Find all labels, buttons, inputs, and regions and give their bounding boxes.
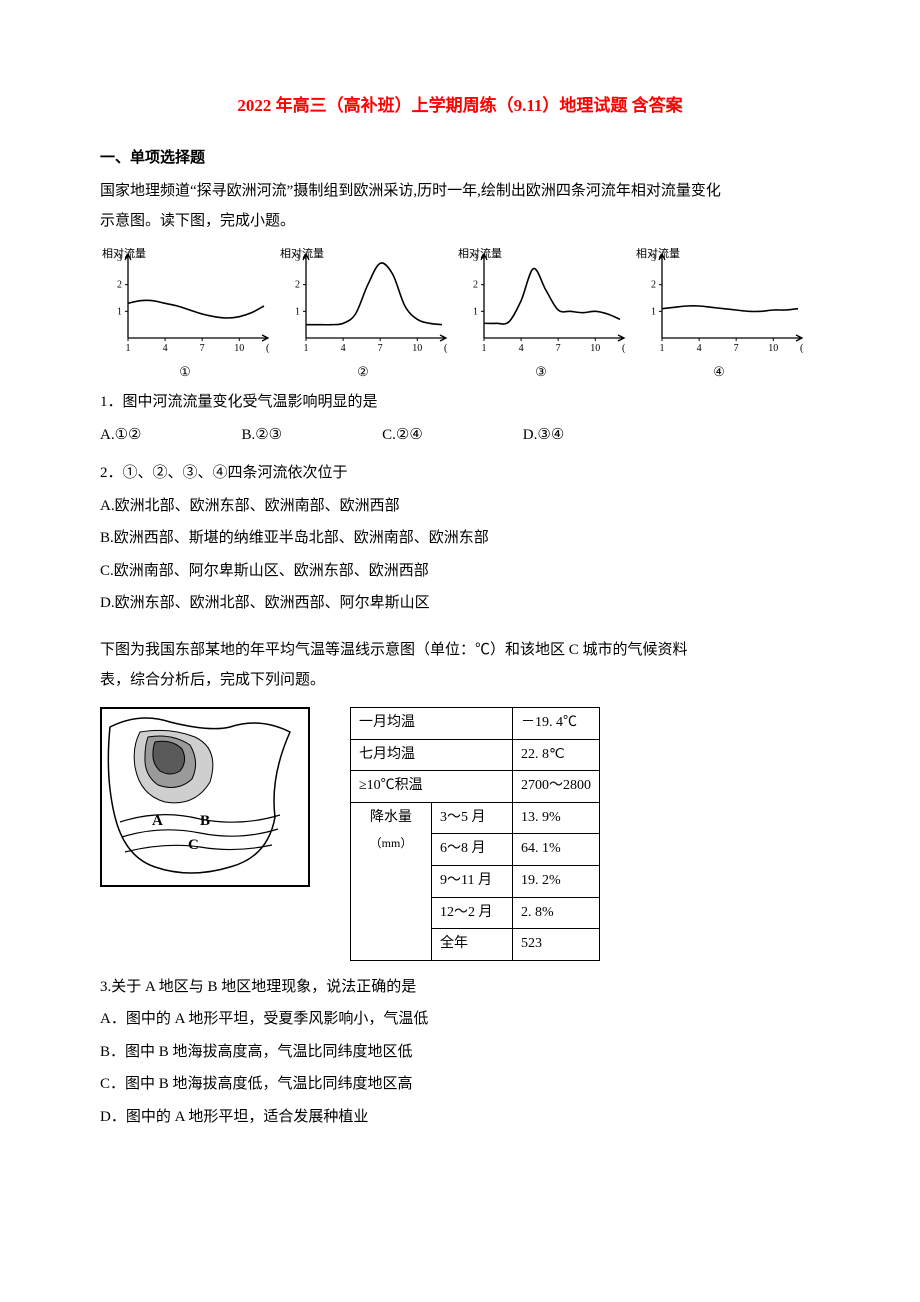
q2-opt-a: A.欧洲北部、欧洲东部、欧洲南部、欧洲西部 [100, 492, 820, 521]
chart-cell: 相对流量 1 2 3 1 4 7 10 (月) ③ [456, 248, 626, 385]
svg-text:3: 3 [651, 253, 656, 264]
q3-opt-a: A．图中的 A 地形平坦，受夏季风影响小，气温低 [100, 1005, 820, 1034]
svg-text:1: 1 [660, 343, 665, 354]
chart-cell: 相对流量 1 2 3 1 4 7 10 (月) ① [100, 248, 270, 385]
isotherm-map: A B C [100, 707, 310, 887]
section-heading: 一、单项选择题 [100, 144, 820, 173]
svg-text:7: 7 [556, 343, 561, 354]
svg-text:10: 10 [412, 343, 422, 354]
intro1-line2: 示意图。读下图，完成小题。 [100, 207, 820, 236]
map-table-row: A B C 一月均温－19. 4℃七月均温22. 8℃≥10℃积温2700～28… [100, 707, 820, 961]
svg-text:2: 2 [117, 279, 122, 290]
svg-text:4: 4 [341, 343, 346, 354]
spacer [100, 622, 820, 636]
q1-opt-b: B.②③ [241, 421, 282, 450]
svg-text:3: 3 [117, 253, 122, 264]
svg-text:A: A [152, 813, 163, 829]
q2-opt-d: D.欧洲东部、欧洲北部、欧洲西部、阿尔卑斯山区 [100, 589, 820, 618]
chart-caption: ③ [456, 360, 626, 385]
climate-table: 一月均温－19. 4℃七月均温22. 8℃≥10℃积温2700～2800降水量（… [350, 707, 600, 961]
svg-text:4: 4 [163, 343, 168, 354]
svg-text:4: 4 [697, 343, 702, 354]
q3-stem: 3.关于 A 地区与 B 地区地理现象，说法正确的是 [100, 973, 820, 1002]
svg-text:(月): (月) [444, 342, 448, 354]
svg-text:C: C [188, 837, 199, 853]
intro2-line2: 表，综合分析后，完成下列问题。 [100, 666, 820, 695]
chart-caption: ① [100, 360, 270, 385]
svg-text:(月): (月) [800, 342, 804, 354]
intro1-line1: 国家地理频道“探寻欧洲河流”摄制组到欧洲采访,历时一年,绘制出欧洲四条河流年相对… [100, 177, 820, 206]
q1-stem: 1．图中河流流量变化受气温影响明显的是 [100, 388, 820, 417]
page: 2022 年高三（高补班）上学期周练（9.11）地理试题 含答案 一、单项选择题… [0, 0, 920, 1302]
page-title: 2022 年高三（高补班）上学期周练（9.11）地理试题 含答案 [100, 90, 820, 122]
svg-text:7: 7 [734, 343, 739, 354]
chart-row: 相对流量 1 2 3 1 4 7 10 (月) ① 相对流量 1 2 3 1 4 7 10 (月) ② 相对流量 1 2 3 1… [100, 248, 820, 385]
svg-text:(月): (月) [266, 342, 270, 354]
svg-text:10: 10 [768, 343, 778, 354]
svg-text:2: 2 [651, 279, 656, 290]
svg-text:相对流量: 相对流量 [280, 248, 324, 260]
intro2-line1: 下图为我国东部某地的年平均气温等温线示意图（单位：℃）和该地区 C 城市的气候资… [100, 636, 820, 665]
q3-opt-b: B．图中 B 地海拔高度高，气温比同纬度地区低 [100, 1038, 820, 1067]
q1-opt-d: D.③④ [523, 421, 564, 450]
svg-text:7: 7 [200, 343, 205, 354]
svg-text:1: 1 [473, 306, 478, 317]
svg-text:3: 3 [473, 253, 478, 264]
q2-options: A.欧洲北部、欧洲东部、欧洲南部、欧洲西部 B.欧洲西部、斯堪的纳维亚半岛北部、… [100, 492, 820, 618]
svg-text:1: 1 [295, 306, 300, 317]
chart-caption: ② [278, 360, 448, 385]
q3-opt-c: C．图中 B 地海拔高度低，气温比同纬度地区高 [100, 1070, 820, 1099]
chart-caption: ④ [634, 360, 804, 385]
svg-text:2: 2 [473, 279, 478, 290]
svg-text:相对流量: 相对流量 [102, 248, 146, 260]
svg-text:1: 1 [482, 343, 487, 354]
q1-options: A.①② B.②③ C.②④ D.③④ [100, 421, 820, 450]
svg-text:3: 3 [295, 253, 300, 264]
svg-text:1: 1 [304, 343, 309, 354]
q3-opt-d: D．图中的 A 地形平坦，适合发展种植业 [100, 1103, 820, 1132]
svg-text:10: 10 [234, 343, 244, 354]
q1-opt-c: C.②④ [382, 421, 423, 450]
svg-text:1: 1 [126, 343, 131, 354]
svg-text:4: 4 [519, 343, 524, 354]
svg-text:10: 10 [590, 343, 600, 354]
svg-text:相对流量: 相对流量 [636, 248, 680, 260]
svg-text:2: 2 [295, 279, 300, 290]
q2-opt-b: B.欧洲西部、斯堪的纳维亚半岛北部、欧洲南部、欧洲东部 [100, 524, 820, 553]
svg-text:B: B [200, 813, 210, 829]
chart-cell: 相对流量 1 2 3 1 4 7 10 (月) ④ [634, 248, 804, 385]
svg-text:7: 7 [378, 343, 383, 354]
q1-opt-a: A.①② [100, 421, 141, 450]
title-text: 2022 年高三（高补班）上学期周练（9.11）地理试题 含答案 [237, 96, 682, 115]
chart-cell: 相对流量 1 2 3 1 4 7 10 (月) ② [278, 248, 448, 385]
svg-text:相对流量: 相对流量 [458, 248, 502, 260]
svg-text:(月): (月) [622, 342, 626, 354]
q2-opt-c: C.欧洲南部、阿尔卑斯山区、欧洲东部、欧洲西部 [100, 557, 820, 586]
svg-text:1: 1 [651, 306, 656, 317]
svg-text:1: 1 [117, 306, 122, 317]
q2-stem: 2．①、②、③、④四条河流依次位于 [100, 459, 820, 488]
q3-options: A．图中的 A 地形平坦，受夏季风影响小，气温低 B．图中 B 地海拔高度高，气… [100, 1005, 820, 1131]
